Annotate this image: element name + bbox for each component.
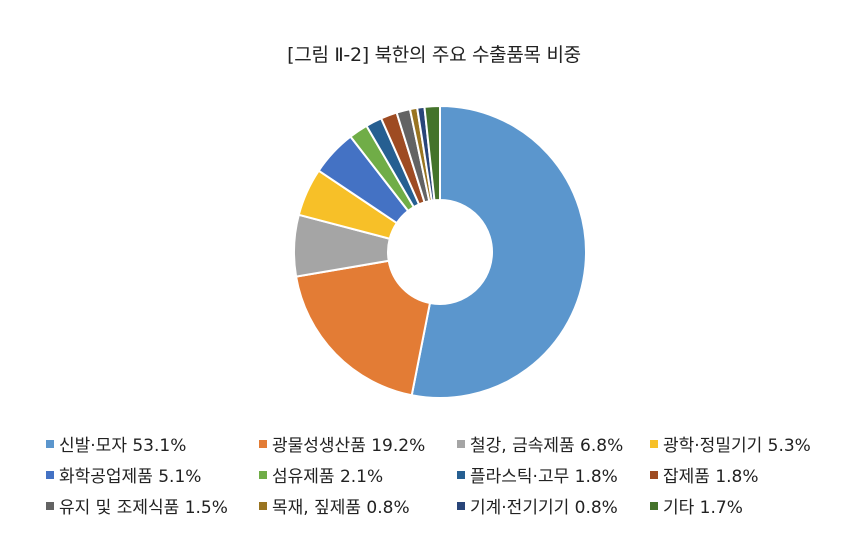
legend-swatch bbox=[650, 501, 658, 510]
legend-item: 화학공업제품 5.1% bbox=[46, 462, 259, 487]
legend-swatch bbox=[457, 501, 465, 510]
legend-item: 광학·정밀기기 5.3% bbox=[650, 431, 850, 456]
donut-slice-1 bbox=[410, 104, 587, 399]
legend-label: 광물성생산품 19.2% bbox=[272, 436, 426, 456]
legend-row: 화학공업제품 5.1% 섬유제품 2.1% 플라스틱·고무 1.8% 잡제품 1.8% bbox=[46, 459, 856, 490]
legend-label: 잡제품 1.8% bbox=[663, 467, 759, 487]
legend-swatch bbox=[259, 501, 267, 510]
legend-swatch bbox=[46, 501, 54, 510]
legend-item: 섬유제품 2.1% bbox=[259, 462, 457, 487]
legend-row: 신발·모자 53.1% 광물성생산품 19.2% 철강, 금속제품 6.8% 광학·정… bbox=[46, 428, 856, 459]
legend-item: 기타 1.7% bbox=[650, 493, 850, 518]
legend-swatch bbox=[650, 439, 658, 448]
donut-slice-2 bbox=[294, 259, 432, 397]
chart-title: [그림 Ⅱ-2] 북한의 주요 수출품목 비중 bbox=[287, 44, 581, 66]
legend-item: 철강, 금속제품 6.8% bbox=[457, 431, 650, 456]
legend-swatch bbox=[259, 439, 267, 448]
legend-label: 광학·정밀기기 5.3% bbox=[663, 436, 811, 456]
legend-item: 잡제품 1.8% bbox=[650, 462, 850, 487]
donut-slice-12 bbox=[423, 104, 441, 202]
legend-label: 신발·모자 53.1% bbox=[59, 436, 187, 456]
legend-label: 유지 및 조제식품 1.5% bbox=[59, 498, 228, 518]
legend-swatch bbox=[46, 439, 54, 448]
legend-item: 기계·전기기기 0.8% bbox=[457, 493, 650, 518]
legend-item: 목재, 짚제품 0.8% bbox=[259, 493, 457, 518]
legend-item: 신발·모자 53.1% bbox=[46, 431, 259, 456]
legend-label: 철강, 금속제품 6.8% bbox=[470, 436, 624, 456]
legend-swatch bbox=[457, 439, 465, 448]
chart-legend: 신발·모자 53.1% 광물성생산품 19.2% 철강, 금속제품 6.8% 광학·정… bbox=[46, 428, 856, 521]
legend-row: 유지 및 조제식품 1.5% 목재, 짚제품 0.8% 기계·전기기기 0.8% 기타… bbox=[46, 490, 856, 521]
legend-label: 기계·전기기기 0.8% bbox=[470, 498, 618, 518]
legend-item: 광물성생산품 19.2% bbox=[259, 431, 457, 456]
legend-item: 유지 및 조제식품 1.5% bbox=[46, 493, 259, 518]
legend-label: 섬유제품 2.1% bbox=[272, 467, 384, 487]
donut-chart bbox=[293, 104, 587, 399]
legend-label: 화학공업제품 5.1% bbox=[59, 467, 202, 487]
legend-item: 플라스틱·고무 1.8% bbox=[457, 462, 650, 487]
legend-swatch bbox=[650, 470, 658, 479]
legend-swatch bbox=[46, 470, 54, 479]
legend-swatch bbox=[259, 470, 267, 479]
legend-swatch bbox=[457, 470, 465, 479]
legend-label: 플라스틱·고무 1.8% bbox=[470, 467, 618, 487]
legend-label: 목재, 짚제품 0.8% bbox=[272, 498, 410, 518]
legend-label: 기타 1.7% bbox=[663, 498, 743, 518]
